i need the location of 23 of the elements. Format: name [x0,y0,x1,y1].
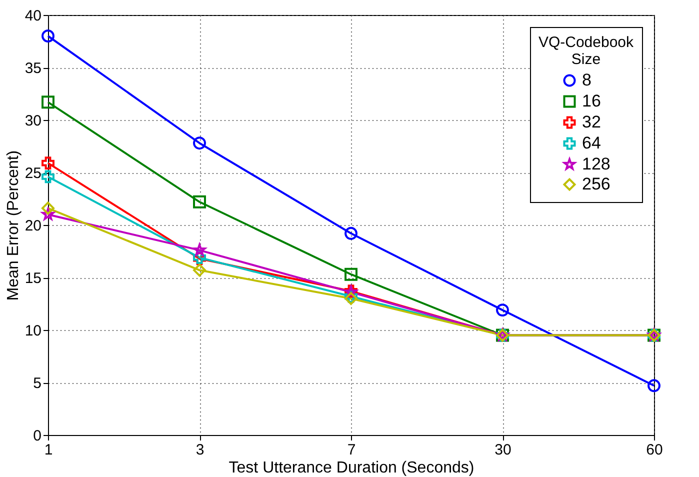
y-tick-label: 15 [24,270,42,287]
y-tick-label: 10 [24,322,42,340]
y-axis-title: Mean Error (Percent) [4,150,22,301]
legend-label: 64 [582,134,601,152]
legend-label: 128 [582,154,610,174]
x-tick-label: 7 [347,442,356,458]
y-tick-label: 20 [24,218,42,234]
y-tick-label: 35 [24,60,42,77]
legend-label: 256 [582,174,610,194]
x-axis-title: Test Utterance Duration (Seconds) [228,460,474,476]
legend-label: 8 [582,70,592,90]
x-tick-label: 30 [494,442,512,458]
legend-label: 16 [582,92,601,110]
y-tick-label: 40 [24,8,42,24]
x-tick-label: 1 [44,442,53,458]
x-tick-label: 60 [646,442,663,458]
y-tick-label: 0 [33,428,42,444]
y-tick-label: 5 [33,375,42,392]
x-tick-label: 3 [196,442,204,458]
legend-label: 32 [582,112,601,132]
legend-title: VQ-Codebook Size [538,34,634,68]
y-tick-label: 25 [24,165,42,182]
y-tick-label: 30 [24,112,42,130]
